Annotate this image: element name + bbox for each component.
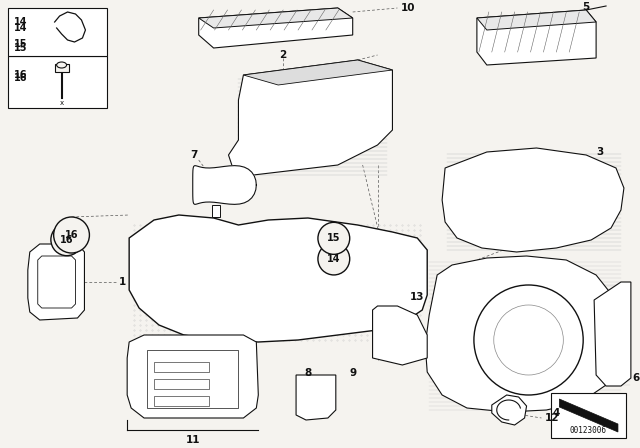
Bar	[212, 205, 220, 217]
Polygon shape	[198, 8, 353, 28]
Text: 14: 14	[14, 23, 28, 33]
Text: 1: 1	[119, 277, 127, 287]
Polygon shape	[559, 399, 618, 432]
Text: 16: 16	[14, 70, 28, 80]
Text: x: x	[60, 100, 63, 106]
Polygon shape	[228, 60, 392, 175]
Polygon shape	[243, 60, 392, 85]
Text: 13: 13	[410, 292, 424, 302]
Polygon shape	[127, 335, 259, 418]
Polygon shape	[477, 10, 596, 30]
Text: 11: 11	[186, 435, 200, 445]
Text: 15: 15	[327, 233, 340, 243]
Bar	[54, 64, 68, 72]
Text: 12: 12	[545, 413, 559, 423]
Polygon shape	[198, 8, 353, 48]
Bar	[552, 393, 626, 438]
Polygon shape	[477, 10, 596, 65]
Text: 6: 6	[632, 373, 639, 383]
Text: 16: 16	[14, 73, 28, 83]
Polygon shape	[193, 166, 257, 204]
Bar	[154, 379, 209, 389]
Circle shape	[318, 243, 349, 275]
Text: 14: 14	[327, 254, 340, 264]
Polygon shape	[594, 282, 631, 386]
Bar	[154, 396, 209, 406]
Text: 4: 4	[553, 408, 560, 418]
Bar	[154, 362, 209, 372]
Circle shape	[318, 222, 349, 254]
Ellipse shape	[56, 62, 67, 68]
Text: 16: 16	[60, 235, 74, 245]
Polygon shape	[296, 375, 336, 420]
Polygon shape	[492, 395, 527, 425]
Text: 9: 9	[349, 368, 356, 378]
Polygon shape	[425, 256, 624, 412]
Text: 10: 10	[401, 3, 415, 13]
Polygon shape	[129, 215, 428, 342]
Polygon shape	[372, 306, 428, 365]
Text: 15: 15	[14, 39, 28, 49]
Polygon shape	[28, 244, 84, 320]
Text: 7: 7	[190, 150, 197, 160]
Text: 16: 16	[65, 230, 78, 240]
Text: 00123006: 00123006	[570, 426, 607, 435]
Circle shape	[54, 217, 90, 253]
Bar	[8, 56, 108, 108]
Circle shape	[474, 285, 583, 395]
Bar	[147, 350, 239, 408]
Text: 14: 14	[14, 17, 28, 27]
Text: 2: 2	[280, 50, 287, 60]
Text: 3: 3	[596, 147, 604, 157]
Polygon shape	[442, 148, 624, 252]
Text: 8: 8	[305, 368, 312, 378]
Text: 5: 5	[582, 2, 590, 12]
Bar	[8, 8, 108, 56]
Circle shape	[51, 224, 83, 256]
Text: 15: 15	[14, 43, 28, 53]
